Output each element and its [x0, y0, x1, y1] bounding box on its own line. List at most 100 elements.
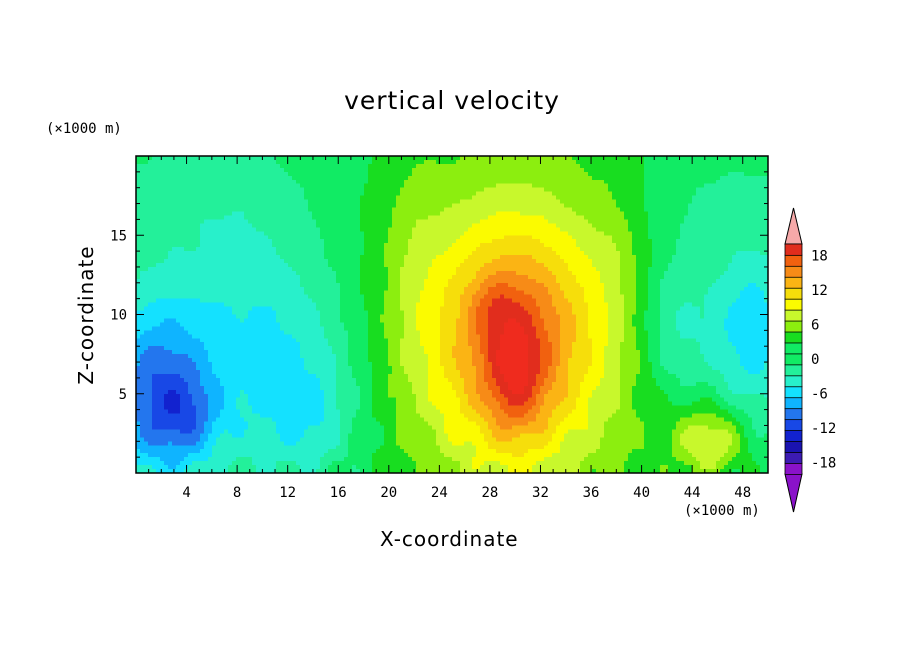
- field-cell: [352, 307, 357, 312]
- field-cell: [340, 414, 345, 419]
- field-cell: [352, 338, 357, 343]
- field-cell: [276, 271, 281, 276]
- field-cell: [356, 330, 361, 335]
- field-cell: [260, 366, 265, 371]
- field-cell: [144, 243, 149, 248]
- field-cell: [332, 358, 337, 363]
- field-cell: [300, 330, 305, 335]
- field-cell: [292, 208, 297, 213]
- field-cell: [176, 259, 181, 264]
- field-cell: [204, 192, 209, 197]
- field-cell: [164, 283, 169, 288]
- field-cell: [376, 350, 381, 355]
- field-cell: [184, 235, 189, 240]
- field-cell: [268, 251, 273, 256]
- field-cell: [304, 346, 309, 351]
- field-cell: [276, 334, 281, 339]
- field-cell: [332, 180, 337, 185]
- field-cell: [336, 461, 341, 466]
- field-cell: [292, 394, 297, 399]
- field-cell: [376, 208, 381, 213]
- field-cell: [376, 223, 381, 228]
- field-cell: [364, 445, 369, 450]
- field-cell: [144, 303, 149, 308]
- field-cell: [336, 394, 341, 399]
- field-cell: [356, 390, 361, 395]
- field-cell: [244, 243, 249, 248]
- field-cell: [248, 441, 253, 446]
- field-cell: [324, 465, 329, 470]
- field-cell: [236, 259, 241, 264]
- field-cell: [316, 418, 321, 423]
- field-cell: [200, 211, 205, 216]
- field-cell: [228, 457, 233, 462]
- field-cell: [272, 180, 277, 185]
- field-cell: [192, 204, 197, 209]
- field-cell: [240, 251, 245, 256]
- field-cell: [280, 184, 285, 189]
- field-cell: [248, 283, 253, 288]
- field-cell: [208, 398, 213, 403]
- field-cell: [240, 318, 245, 323]
- field-cell: [160, 200, 165, 205]
- field-cell: [364, 188, 369, 193]
- field-cell: [312, 311, 317, 316]
- field-cell: [288, 263, 293, 268]
- field-cell: [352, 164, 357, 169]
- field-cell: [168, 326, 173, 331]
- field-cell: [348, 350, 353, 355]
- field-cell: [192, 358, 197, 363]
- field-cell: [152, 406, 157, 411]
- field-cell: [240, 378, 245, 383]
- field-cell: [288, 215, 293, 220]
- field-cell: [300, 465, 305, 470]
- field-cell: [152, 402, 157, 407]
- field-cell: [328, 449, 333, 454]
- field-cell: [300, 227, 305, 232]
- field-cell: [168, 271, 173, 276]
- field-cell: [188, 425, 193, 430]
- field-cell: [240, 330, 245, 335]
- field-cell: [164, 271, 169, 276]
- field-cell: [340, 398, 345, 403]
- field-cell: [168, 196, 173, 201]
- field-cell: [168, 330, 173, 335]
- field-cell: [196, 350, 201, 355]
- field-cell: [356, 338, 361, 343]
- field-cell: [368, 441, 373, 446]
- field-cell: [296, 398, 301, 403]
- field-cell: [268, 402, 273, 407]
- field-cell: [180, 338, 185, 343]
- field-cell: [244, 374, 249, 379]
- field-cell: [152, 184, 157, 189]
- field-cell: [320, 315, 325, 320]
- field-cell: [368, 425, 373, 430]
- field-cell: [204, 429, 209, 434]
- field-cell: [236, 303, 241, 308]
- field-cell: [168, 311, 173, 316]
- field-cell: [360, 164, 365, 169]
- field-cell: [244, 180, 249, 185]
- field-cell: [264, 200, 269, 205]
- field-cell: [236, 425, 241, 430]
- field-cell: [216, 362, 221, 367]
- field-cell: [276, 303, 281, 308]
- field-cell: [264, 231, 269, 236]
- field-cell: [140, 255, 145, 260]
- field-cell: [200, 354, 205, 359]
- field-cell: [192, 362, 197, 367]
- field-cell: [184, 378, 189, 383]
- field-cell: [184, 398, 189, 403]
- field-cell: [300, 390, 305, 395]
- field-cell: [232, 315, 237, 320]
- field-cell: [328, 429, 333, 434]
- field-cell: [336, 429, 341, 434]
- field-cell: [248, 275, 253, 280]
- field-cell: [188, 267, 193, 272]
- field-cell: [144, 330, 149, 335]
- field-cell: [140, 315, 145, 320]
- field-cell: [224, 461, 229, 466]
- field-cell: [176, 231, 181, 236]
- field-cell: [212, 188, 217, 193]
- field-cell: [224, 200, 229, 205]
